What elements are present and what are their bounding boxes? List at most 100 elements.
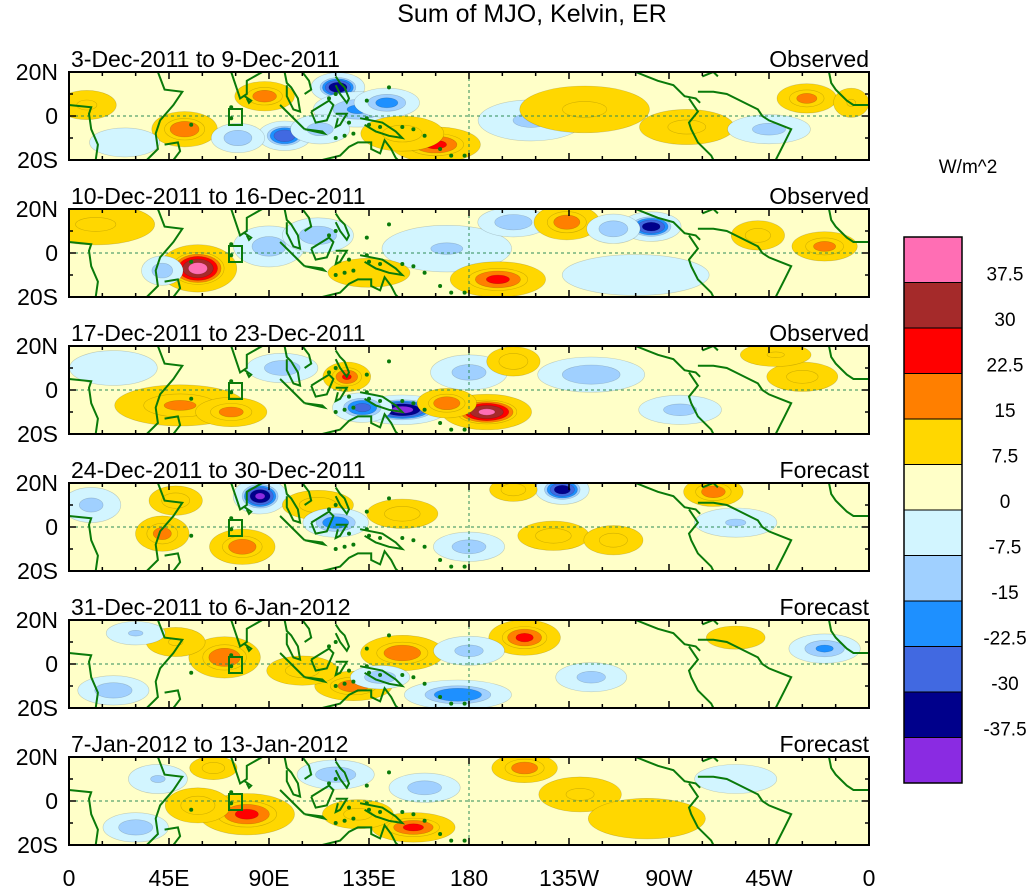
coastline xyxy=(304,128,328,136)
island xyxy=(367,807,371,812)
coastline xyxy=(310,373,335,398)
island xyxy=(400,399,405,403)
island xyxy=(342,681,347,686)
island xyxy=(342,270,347,275)
coastline xyxy=(69,72,99,160)
contour-mark xyxy=(744,228,771,243)
panel-status: Forecast xyxy=(780,457,870,483)
contour-mark xyxy=(815,644,834,653)
coastline xyxy=(301,620,313,643)
island xyxy=(364,98,369,103)
island xyxy=(347,668,351,673)
island xyxy=(364,372,369,377)
coastline xyxy=(334,75,351,105)
contour-mark xyxy=(163,400,197,411)
contour-mark xyxy=(663,403,698,416)
coastline xyxy=(635,757,701,789)
contour-mark xyxy=(535,528,572,544)
coastline xyxy=(334,349,351,379)
coastline xyxy=(69,620,99,708)
island xyxy=(438,558,443,562)
contour-mark xyxy=(587,797,706,840)
coastline xyxy=(334,623,351,653)
contour-mark xyxy=(511,761,538,775)
coastlines xyxy=(69,620,869,708)
island xyxy=(462,290,467,295)
contour-mark xyxy=(201,762,225,774)
panel-period: 24-Dec-2011 to 30-Dec-2011 xyxy=(71,457,366,483)
y-tick-label: 0 xyxy=(45,377,58,403)
colorbar-units: W/m^2 xyxy=(939,157,998,178)
island xyxy=(351,405,356,410)
coastline xyxy=(244,643,253,653)
coastline xyxy=(334,523,349,540)
island xyxy=(462,838,467,843)
coastline xyxy=(230,346,263,374)
colorbar-swatch xyxy=(903,737,963,784)
contour-mark xyxy=(599,532,628,548)
coastline xyxy=(334,112,349,129)
coastline xyxy=(322,549,399,571)
island xyxy=(411,675,416,680)
island xyxy=(387,633,391,638)
contour-mark xyxy=(375,97,399,109)
coastline xyxy=(334,486,351,516)
coastline xyxy=(687,508,715,571)
island xyxy=(422,544,427,549)
panel: 20N 0 20S 31-Dec-2011 to 6-Jan-2012 Forecast xyxy=(16,594,870,721)
contour-mark xyxy=(813,241,837,252)
contour-mark xyxy=(180,795,216,815)
contour-mark xyxy=(76,99,98,111)
coastline xyxy=(164,689,182,708)
island xyxy=(333,273,338,277)
contour-mark xyxy=(252,89,277,103)
island xyxy=(333,640,338,644)
y-tick-label: 20N xyxy=(16,196,58,222)
island xyxy=(327,233,331,238)
colorbar-label: 7.5 xyxy=(992,447,1018,468)
island xyxy=(189,670,194,675)
y-tick-label: 20S xyxy=(17,832,58,858)
colorbar-label: 0 xyxy=(1000,492,1011,513)
island xyxy=(347,120,351,125)
coastline xyxy=(828,346,869,380)
coastline xyxy=(635,72,701,104)
island xyxy=(400,810,405,814)
coastline xyxy=(687,234,715,297)
panel: 20N 0 20S 17-Dec-2011 to 23-Dec-2011 Observe… xyxy=(16,320,870,447)
island xyxy=(400,262,405,266)
island xyxy=(411,812,416,817)
coastline xyxy=(310,510,335,535)
coastline xyxy=(69,757,99,845)
island xyxy=(327,96,331,101)
island xyxy=(364,801,369,806)
contour-mark xyxy=(78,497,104,513)
colorbar-swatch xyxy=(903,327,963,374)
contour-mark xyxy=(694,764,778,794)
island xyxy=(351,268,356,273)
coastline xyxy=(69,483,99,571)
contour-mark xyxy=(264,360,301,376)
colorbar-frame xyxy=(903,236,963,784)
island xyxy=(422,133,427,138)
island xyxy=(364,783,369,788)
coastline xyxy=(301,757,313,780)
contour-mark xyxy=(384,506,421,522)
x-tick-label: 180 xyxy=(450,865,488,889)
y-tick-label: 20N xyxy=(16,333,58,359)
coastline xyxy=(301,346,313,369)
y-tick-label: 0 xyxy=(45,514,58,540)
coastline xyxy=(687,645,715,708)
x-tick-label: 45W xyxy=(745,865,793,889)
island xyxy=(411,127,416,132)
island xyxy=(462,427,467,432)
panel-period: 17-Dec-2011 to 23-Dec-2011 xyxy=(71,320,366,346)
island xyxy=(364,235,369,240)
coastline xyxy=(322,275,399,297)
contour-mark xyxy=(433,396,461,411)
panel: 20N 0 20S 3-Dec-2011 to 9-Dec-2011 Observed xyxy=(16,46,870,173)
island xyxy=(400,125,405,129)
island xyxy=(367,670,371,675)
panel-status: Observed xyxy=(769,46,869,72)
index-box xyxy=(228,245,243,263)
